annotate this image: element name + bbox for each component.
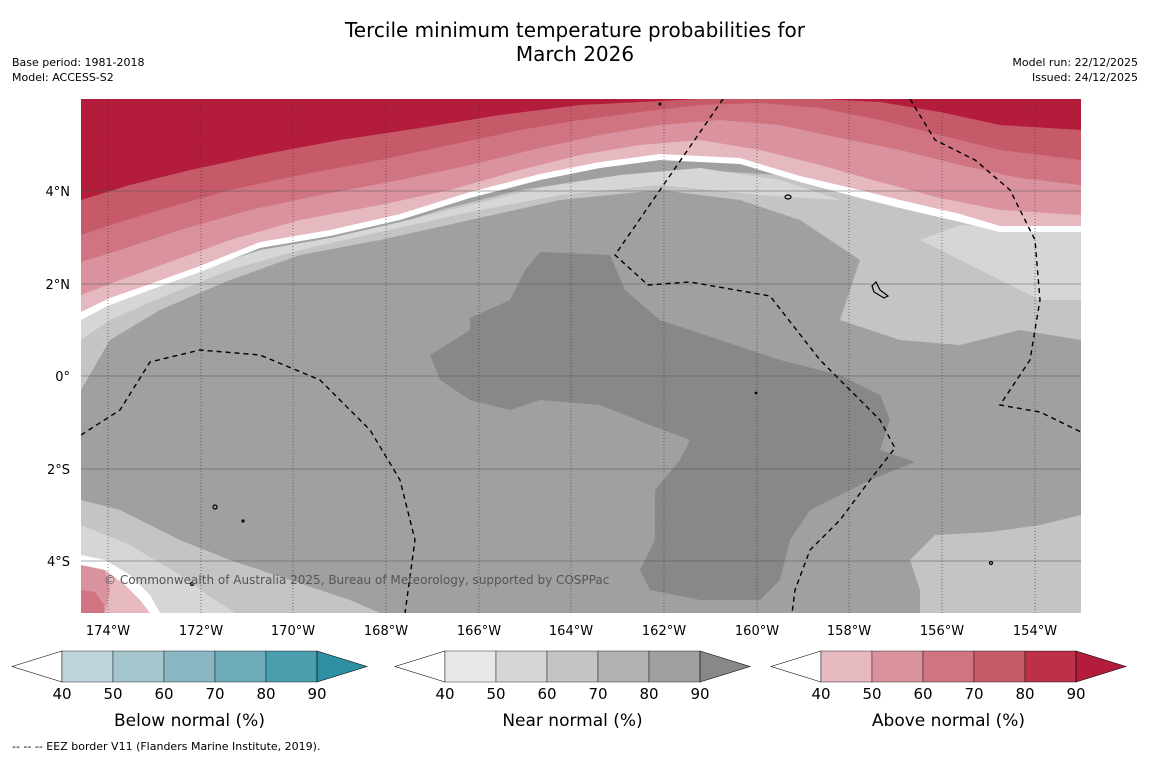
near-normal-60-region-southeast — [910, 515, 1081, 613]
lat-label: 0° — [55, 370, 70, 385]
colorbar-2: 40 50 60 70 80 90 Above normal (%) — [769, 650, 1128, 731]
colorbar-segment — [597, 650, 650, 683]
colorbar-segment — [546, 650, 599, 683]
colorbar-segment — [214, 650, 267, 683]
lon-label: 162°W — [642, 624, 686, 639]
colorbar-tick-label: 90 — [1066, 685, 1085, 703]
colorbar-extend-high — [316, 650, 369, 683]
colorbar-segment — [495, 650, 548, 683]
title-line-1: Tercile minimum temperature probabilitie… — [344, 18, 806, 42]
colorbar-segment — [648, 650, 701, 683]
colorbar-segment — [871, 650, 924, 683]
lon-label: 166°W — [457, 624, 501, 639]
colorbar-tick-label: 60 — [154, 685, 173, 703]
lon-label: 160°W — [735, 624, 779, 639]
near-normal-50-region-north — [920, 225, 1081, 300]
lat-label: 2°S — [47, 463, 70, 478]
colorbar-tick-label: 70 — [205, 685, 224, 703]
near-normal-50-region-west — [81, 168, 840, 340]
colorbar-tick-label: 80 — [1015, 685, 1034, 703]
lon-label: 154°W — [1013, 624, 1057, 639]
model-run-text: Model run: 22/12/2025 — [1012, 56, 1138, 69]
eez-borders — [81, 99, 1081, 613]
issued-text: Issued: 24/12/2025 — [1031, 71, 1138, 84]
colorbar-tick-label: 50 — [486, 685, 505, 703]
graticule — [81, 190, 1081, 562]
colorbar-tick-label: 60 — [913, 685, 932, 703]
lon-label: 168°W — [364, 624, 408, 639]
colorbar-tick-label: 40 — [811, 685, 830, 703]
lon-label: 174°W — [86, 624, 130, 639]
colorbar-segment — [163, 650, 216, 683]
eez-border-note: -- -- -- EEZ border V11 (Flanders Marine… — [12, 740, 321, 753]
meta-left: Base period: 1981-2018 Model: ACCESS-S2 — [12, 55, 144, 85]
colorbar-tick-label: 90 — [690, 685, 709, 703]
colorbar-extend-high — [699, 650, 752, 683]
colorbar-tick-label: 80 — [639, 685, 658, 703]
copyright-text: © Commonwealth of Australia 2025, Bureau… — [104, 573, 609, 587]
colorbar-tick-label: 70 — [588, 685, 607, 703]
lat-label: 2°N — [46, 278, 71, 293]
latitude-labels: 4°N 2°N 0° 2°S 4°S — [46, 185, 71, 570]
model-text: Model: ACCESS-S2 — [12, 71, 114, 84]
colorbar-tick-label: 60 — [537, 685, 556, 703]
colorbar-segment — [1024, 650, 1077, 683]
colorbar-extend-high — [1075, 650, 1128, 683]
colorbar-title: Above normal (%) — [872, 711, 1025, 731]
longitude-labels: 174°W 172°W 170°W 168°W 166°W 164°W 162°… — [86, 624, 1057, 639]
colorbar-tick-label: 80 — [256, 685, 275, 703]
title-line-2: March 2026 — [515, 42, 635, 66]
colorbar-tick-label: 50 — [103, 685, 122, 703]
colorbar-extend-low — [10, 650, 63, 683]
near-normal-60-region-north — [81, 170, 1081, 390]
lon-label: 170°W — [271, 624, 315, 639]
colorbar-segment — [112, 650, 165, 683]
islands — [189, 102, 994, 587]
above-normal-70-sw — [81, 590, 104, 613]
colorbar-1: 40 50 60 70 80 90 Near normal (%) — [393, 650, 752, 731]
colorbar-tick-label: 50 — [862, 685, 881, 703]
colorbar-0: 40 50 60 70 80 90 Below normal (%) — [10, 650, 369, 731]
colorbar-segment — [922, 650, 975, 683]
colorbar-tick-label: 40 — [52, 685, 71, 703]
lat-label: 4°S — [47, 555, 70, 570]
colorbar-tick-label: 70 — [964, 685, 983, 703]
colorbar-segment — [265, 650, 318, 683]
lon-label: 156°W — [920, 624, 964, 639]
colorbar-segment — [61, 650, 114, 683]
above-normal-90-band — [81, 99, 1081, 200]
lat-label: 4°N — [46, 185, 71, 200]
colorbar-tick-label: 40 — [435, 685, 454, 703]
colorbar-extend-low — [393, 650, 446, 683]
lon-label: 158°W — [827, 624, 871, 639]
colorbar-title: Below normal (%) — [114, 711, 265, 731]
lon-label: 172°W — [179, 624, 223, 639]
colorbar-title: Near normal (%) — [502, 711, 642, 731]
meta-right: Model run: 22/12/2025 Issued: 24/12/2025 — [1012, 55, 1138, 85]
lon-label: 164°W — [549, 624, 593, 639]
colorbar-segment — [820, 650, 873, 683]
colorbar-segment — [444, 650, 497, 683]
near-normal-90-region — [430, 252, 915, 600]
colorbar-tick-label: 90 — [307, 685, 326, 703]
colorbar-extend-low — [769, 650, 822, 683]
colorbars: 40 50 60 70 80 90 Below normal (%) 40 50 60 70 80 90… — [10, 650, 1128, 731]
chart-title: Tercile minimum temperature probabilitie… — [0, 18, 1150, 66]
base-period-text: Base period: 1981-2018 — [12, 56, 145, 69]
map-field: © Commonwealth of Australia 2025, Bureau… — [81, 99, 1081, 613]
colorbar-segment — [973, 650, 1026, 683]
